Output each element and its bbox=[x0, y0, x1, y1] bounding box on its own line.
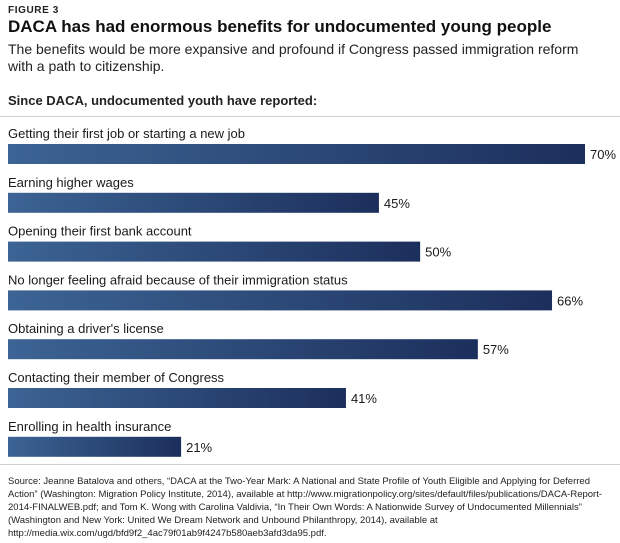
section-heading: Since DACA, undocumented youth have repo… bbox=[8, 93, 318, 108]
bar bbox=[8, 290, 553, 311]
category-label: Earning higher wages bbox=[8, 175, 134, 190]
value-label: 66% bbox=[557, 293, 583, 308]
bar bbox=[8, 192, 379, 213]
bar bbox=[8, 436, 182, 457]
value-label: 50% bbox=[425, 245, 451, 260]
value-label: 41% bbox=[351, 391, 377, 406]
bottom-divider bbox=[0, 464, 620, 465]
source-note: Source: Jeanne Batalova and others, “DAC… bbox=[8, 476, 603, 539]
value-label: 21% bbox=[186, 440, 212, 455]
bar bbox=[8, 339, 478, 360]
chart-title: DACA has had enormous benefits for undoc… bbox=[8, 17, 552, 36]
category-label: Opening their first bank account bbox=[8, 224, 192, 239]
top-divider bbox=[0, 116, 620, 117]
value-label: 70% bbox=[590, 147, 616, 162]
category-label: Obtaining a driver's license bbox=[8, 321, 164, 336]
category-label: Contacting their member of Congress bbox=[8, 370, 225, 385]
bar bbox=[8, 241, 421, 262]
category-label: Getting their first job or starting a ne… bbox=[8, 126, 245, 141]
bar bbox=[8, 144, 585, 164]
value-label: 57% bbox=[483, 342, 509, 357]
bar-chart: Getting their first job or starting a ne… bbox=[8, 126, 616, 457]
figure-label: FIGURE 3 bbox=[8, 5, 59, 16]
value-label: 45% bbox=[384, 196, 410, 211]
bar bbox=[8, 388, 346, 408]
category-label: No longer feeling afraid because of thei… bbox=[8, 272, 348, 287]
chart-subtitle: The benefits would be more expansive and… bbox=[8, 41, 579, 74]
category-label: Enrolling in health insurance bbox=[8, 419, 171, 434]
